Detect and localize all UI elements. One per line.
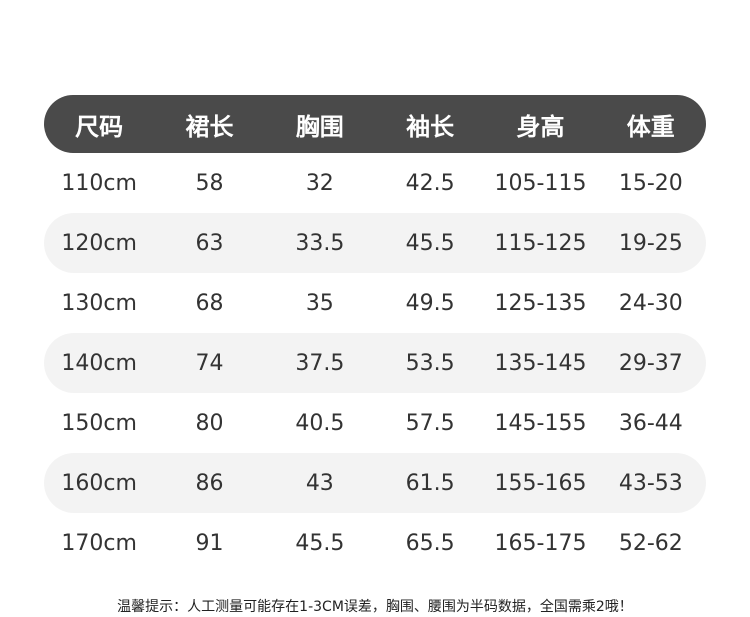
table-cell: 125-135	[494, 290, 587, 316]
note: 温馨提示：人工测量可能存在1-3CM误差，胸围、腰围为半码数据，全国需乘2哦！	[117, 599, 633, 615]
table-cell: 40.5	[295, 410, 345, 436]
table-cell: 105-115	[494, 170, 587, 196]
table-cell: 29-37	[618, 350, 683, 376]
header-cell: 体重	[626, 112, 675, 141]
table-cell: 19-25	[618, 230, 683, 256]
table-cell: 80	[195, 410, 224, 436]
header-row: 尺码 裙长 胸围 袖长 身高 体重	[44, 95, 706, 153]
header-cell: 身高	[516, 112, 565, 141]
table-cell: 65.5	[405, 530, 455, 556]
table-cell: 33.5	[295, 230, 345, 256]
table-cell: 74	[195, 350, 224, 376]
table-cell: 165-175	[494, 530, 587, 556]
table-cell: 145-155	[494, 410, 587, 436]
table-row: 130cm 68 35 49.5 125-135 24-30	[44, 273, 706, 333]
table-cell: 15-20	[618, 170, 683, 196]
table-cell: 110cm	[61, 170, 137, 196]
table-cell: 24-30	[618, 290, 683, 316]
size-table: 尺码 裙长 胸围 袖长 身高 体重 110cm 58 32 42.5 105-115 15-20 120…	[44, 95, 706, 573]
table-row: 170cm 91 45.5 65.5 165-175 52-62	[44, 513, 706, 573]
table-cell: 86	[195, 470, 224, 496]
table-cell: 35	[305, 290, 334, 316]
table-row: 120cm 63 33.5 45.5 115-125 19-25	[44, 213, 706, 273]
table-row: 150cm 80 40.5 57.5 145-155 36-44	[44, 393, 706, 453]
table-cell: 63	[195, 230, 224, 256]
table-cell: 36-44	[618, 410, 683, 436]
table-cell: 150cm	[61, 410, 137, 436]
table-cell: 155-165	[494, 470, 587, 496]
header-cell: 尺码	[75, 112, 124, 141]
table-cell: 58	[195, 170, 224, 196]
header-cell: 袖长	[406, 112, 455, 141]
table-cell: 52-62	[618, 530, 683, 556]
table-cell: 45.5	[295, 530, 345, 556]
table-cell: 170cm	[61, 530, 137, 556]
table-cell: 135-145	[494, 350, 587, 376]
table-cell: 53.5	[405, 350, 455, 376]
table-row: 160cm 86 43 61.5 155-165 43-53	[44, 453, 706, 513]
table-cell: 160cm	[61, 470, 137, 496]
table-cell: 43	[305, 470, 334, 496]
table-row: 140cm 74 37.5 53.5 135-145 29-37	[44, 333, 706, 393]
header-cell: 裙长	[185, 112, 234, 141]
table-cell: 32	[305, 170, 334, 196]
table-cell: 57.5	[405, 410, 455, 436]
table-cell: 42.5	[405, 170, 455, 196]
table-cell: 37.5	[295, 350, 345, 376]
table-cell: 45.5	[405, 230, 455, 256]
table-cell: 49.5	[405, 290, 455, 316]
table-cell: 115-125	[494, 230, 587, 256]
table-cell: 43-53	[618, 470, 683, 496]
table-row: 110cm 58 32 42.5 105-115 15-20	[44, 153, 706, 213]
table-cell: 120cm	[61, 230, 137, 256]
table-cell: 61.5	[405, 470, 455, 496]
table-cell: 130cm	[61, 290, 137, 316]
header-cell: 胸围	[295, 112, 344, 141]
table-cell: 140cm	[61, 350, 137, 376]
table-cell: 91	[195, 530, 224, 556]
table-cell: 68	[195, 290, 224, 316]
